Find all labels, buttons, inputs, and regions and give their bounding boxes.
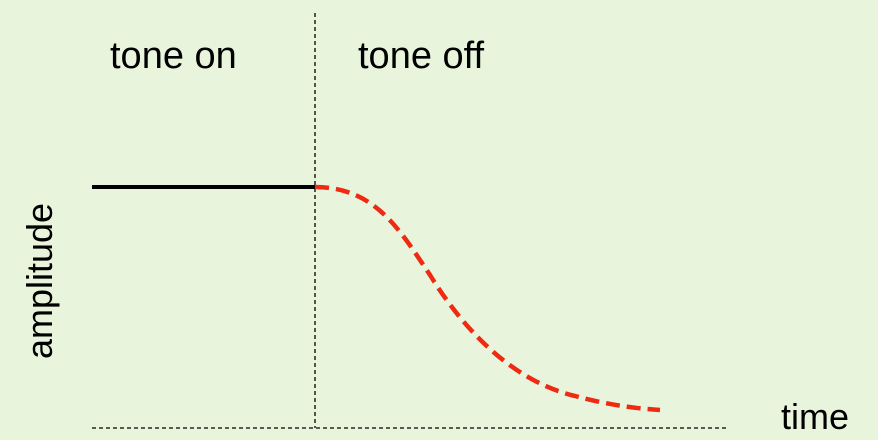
tone-off-label: tone off xyxy=(358,35,485,77)
tone-off-decay-curve xyxy=(314,184,661,413)
tone-on-label: tone on xyxy=(110,35,237,77)
time-axis-label: time xyxy=(781,396,850,437)
amplitude-axis-label: amplitude xyxy=(19,202,60,360)
